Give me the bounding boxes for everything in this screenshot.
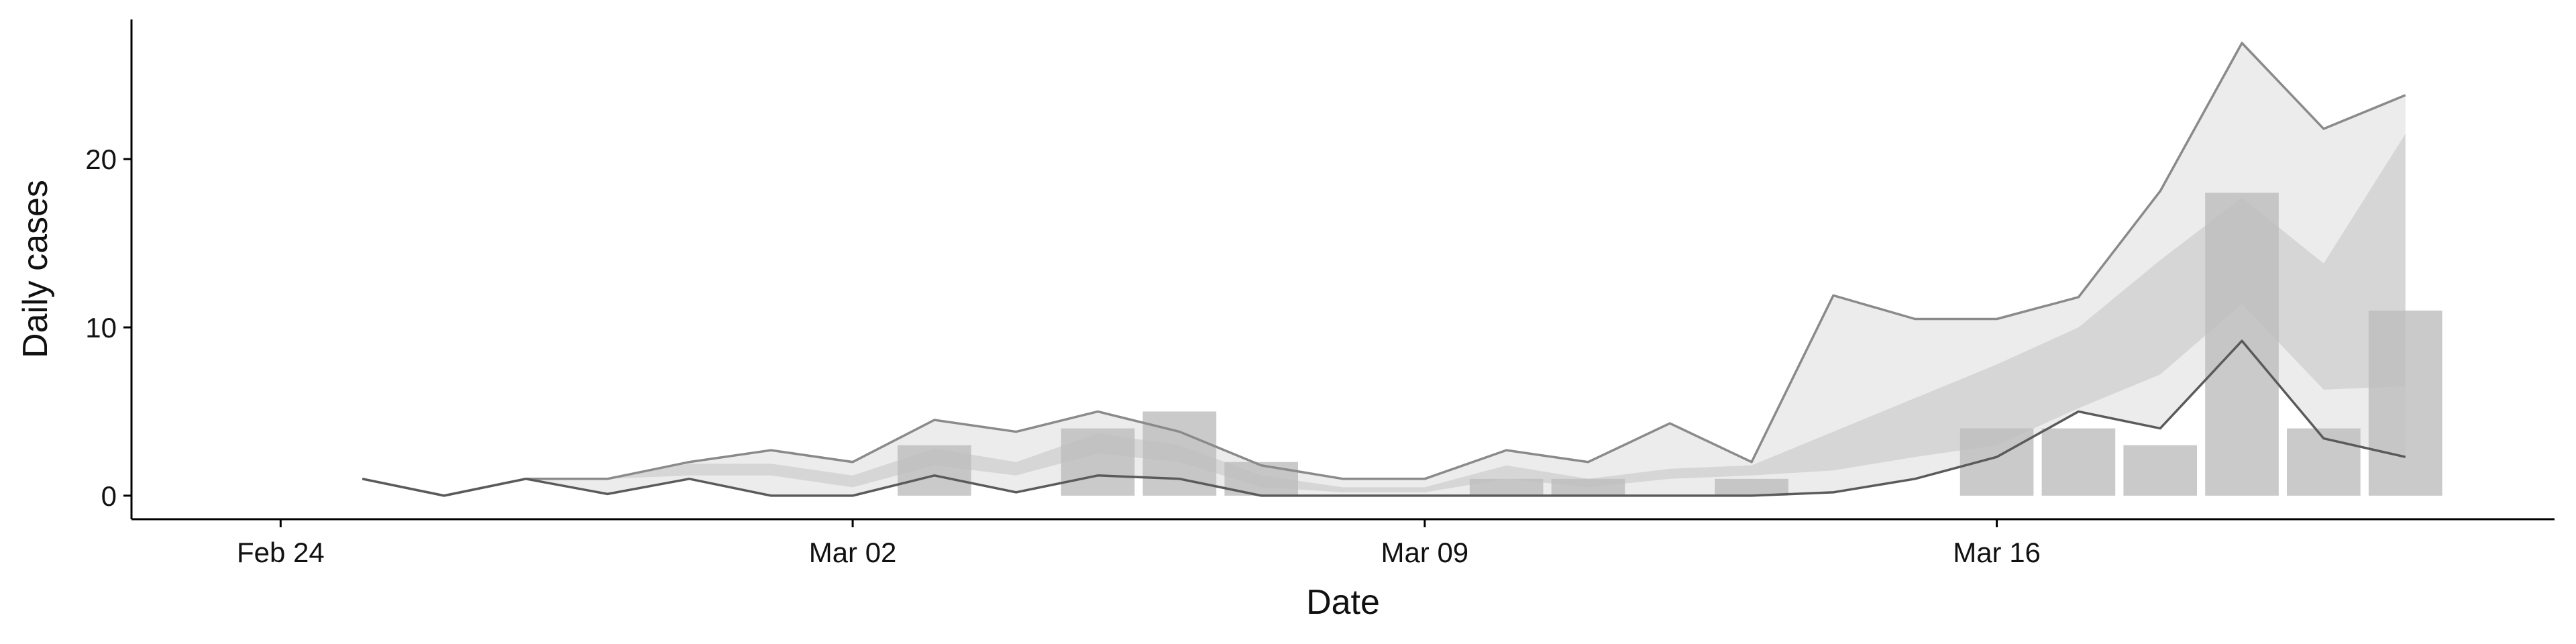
inner-band [607, 133, 2406, 492]
x-tick-label: Mar 16 [1953, 537, 2041, 568]
x-axis-title: Date [1306, 583, 1380, 622]
bar [2041, 428, 2116, 496]
x-tick-label: Feb 24 [237, 537, 325, 568]
outer-band [362, 43, 2406, 496]
bar [1469, 478, 1544, 496]
x-tick-label: Mar 02 [809, 537, 897, 568]
upper-line [362, 42, 2406, 497]
y-axis-title: Daily cases [16, 180, 55, 358]
x-tick-label: Mar 09 [1381, 537, 1468, 568]
bar [2368, 310, 2443, 496]
bar [898, 445, 971, 496]
bar [1960, 428, 2034, 496]
bar [1061, 428, 1135, 496]
y-tick-label: 0 [101, 480, 117, 512]
bar [2123, 445, 2198, 496]
bar [1715, 478, 1788, 496]
lower-line [362, 339, 2406, 497]
bar [1551, 478, 1625, 496]
bar [2205, 193, 2279, 496]
y-tick-label: 20 [85, 144, 117, 175]
y-tick-label: 10 [85, 312, 117, 343]
